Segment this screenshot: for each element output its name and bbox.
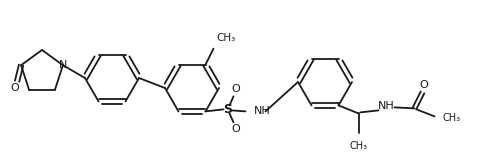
Text: CH₃: CH₃ — [443, 113, 461, 123]
Text: CH₃: CH₃ — [217, 33, 236, 43]
Text: N: N — [59, 60, 67, 70]
Text: NH: NH — [378, 101, 395, 111]
Text: O: O — [231, 84, 240, 94]
Text: CH₃: CH₃ — [349, 141, 367, 151]
Text: S: S — [223, 103, 232, 116]
Text: O: O — [419, 80, 428, 90]
Text: NH: NH — [253, 106, 270, 116]
Text: O: O — [11, 83, 20, 93]
Text: O: O — [231, 124, 240, 134]
